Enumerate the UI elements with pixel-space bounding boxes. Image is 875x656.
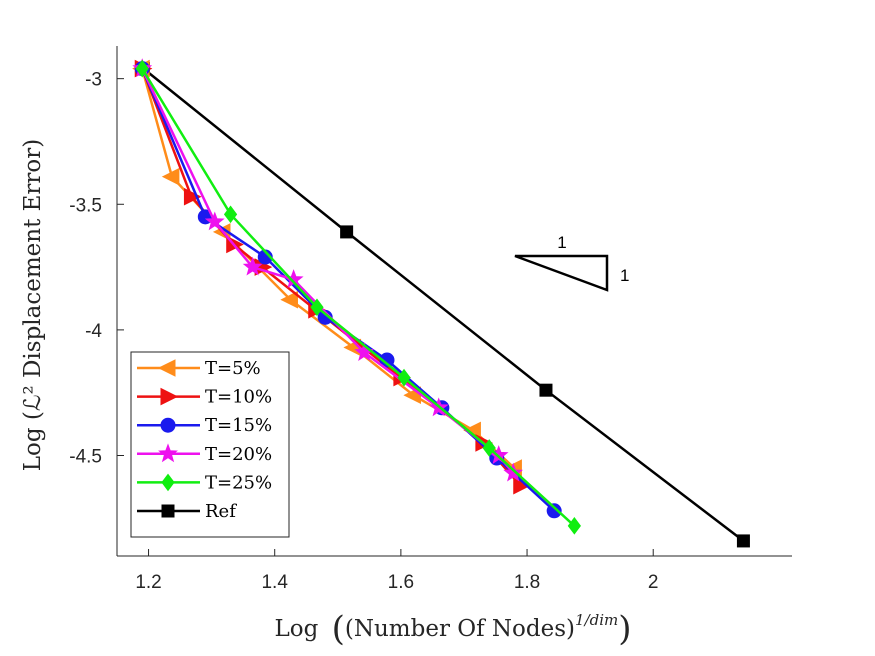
x-axis-label-open-paren: ( [332, 609, 345, 649]
x-tick-label: 1.6 [388, 572, 414, 593]
data-point [183, 187, 202, 206]
x-axis-label-open-paren-inner: ( [345, 616, 354, 642]
x-axis-label-sup: 1/dim [575, 611, 618, 629]
legend-label: T=25% [205, 472, 272, 493]
slope-triangle: 1 1 [514, 233, 629, 292]
data-point [310, 298, 324, 317]
y-tick-label: -3.5 [69, 195, 102, 216]
slope-run-label: 1 [557, 233, 566, 252]
legend-label: T=15% [205, 415, 272, 436]
legend-marker [160, 417, 176, 433]
slope-rise-label: 1 [620, 266, 629, 285]
x-axis-label: Log ((Number Of Nodes)1/dim) [274, 609, 631, 649]
series-t25 [135, 59, 581, 535]
data-point [379, 352, 395, 368]
y-tick-label: -3 [85, 70, 102, 91]
data-point [482, 439, 496, 457]
x-axis-label-prefix: Log [274, 616, 318, 642]
data-point [161, 167, 180, 186]
series-line [142, 67, 745, 542]
x-tick-label: 1.8 [514, 572, 540, 593]
data-point [546, 503, 562, 519]
legend-marker [157, 359, 176, 377]
slope-triangle-shape [514, 254, 609, 292]
data-point [397, 368, 411, 387]
legend-entry: T=5% [137, 358, 261, 379]
legend-marker [158, 443, 178, 463]
data-point [503, 462, 524, 482]
x-axis-label-close-paren-inner: ) [566, 616, 575, 642]
data-point [539, 383, 553, 397]
legend-label: Ref [205, 501, 237, 522]
x-tick-label: 2 [648, 572, 659, 593]
legend-label: T=5% [205, 358, 261, 379]
data-point [242, 256, 263, 276]
legend-entry: T=15% [137, 415, 272, 436]
axes: 1.2 1.4 1.6 1.8 2 -3 -3.5 -4 -4.5 [69, 46, 792, 593]
x-tick-label: 1.4 [261, 572, 288, 593]
data-point [280, 290, 298, 309]
data-point [736, 534, 750, 548]
y-tick-label: -4.5 [69, 447, 102, 468]
legend-entry: Ref [137, 501, 237, 522]
legend-entry: T=20% [137, 443, 272, 465]
y-tick-label: -4 [85, 321, 102, 342]
series-line [141, 67, 576, 527]
x-axis-label-close-paren: ) [618, 609, 631, 649]
legend-box [130, 351, 290, 538]
legend-label: T=10% [205, 387, 272, 408]
data-point [223, 205, 238, 224]
y-axis-label: Log (ℒ² Displacement Error) [20, 139, 46, 472]
legend-entry: T=25% [137, 472, 272, 493]
x-tick-label: 1.2 [135, 572, 161, 593]
legend-marker [161, 504, 175, 518]
x-axis-label-inner: Number Of Nodes [354, 616, 566, 642]
data-point [204, 211, 225, 231]
legend: T=5% T=10% T=15% T=20% T=25% Ref [130, 351, 290, 538]
legend-marker [161, 473, 175, 492]
legend-label: T=20% [205, 444, 272, 465]
data-point [567, 517, 581, 535]
data-point [317, 309, 333, 325]
data-point [340, 225, 354, 239]
legend-entry: T=10% [137, 387, 272, 408]
legend-marker [160, 387, 179, 406]
data-point [135, 59, 149, 78]
series-layer [132, 58, 750, 548]
